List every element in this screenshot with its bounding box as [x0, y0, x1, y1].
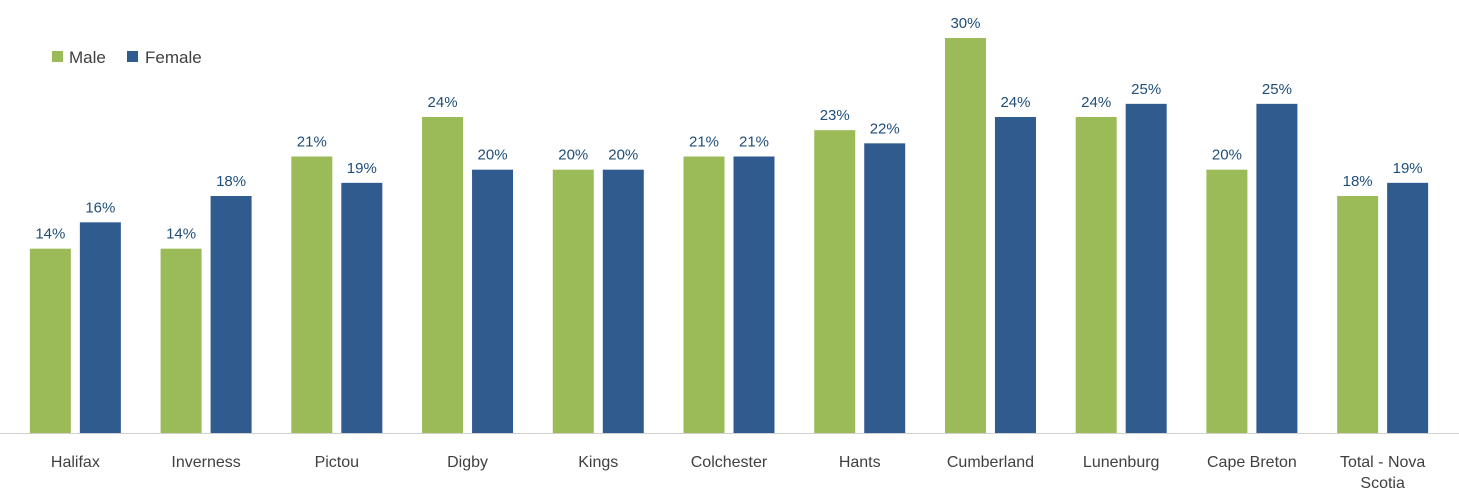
legend: Male Female	[52, 48, 202, 67]
bar-male-inverness	[160, 248, 202, 433]
value-label-male-inverness: 14%	[166, 226, 196, 243]
category-label-total-nova-scotia-line-1: Total - Nova	[1340, 454, 1425, 471]
legend-label-male: Male	[69, 48, 106, 67]
bar-male-colchester	[683, 156, 725, 433]
value-labels: 14% 16% 14% 18% 21% 19% 24% 20% 20% 20% 21% 21% 23% 2…	[35, 15, 1422, 243]
legend-label-female: Female	[145, 48, 202, 67]
value-label-male-cumberland: 30%	[950, 15, 980, 32]
bar-male-total-nova-scotia	[1337, 196, 1379, 433]
category-labels: Halifax Inverness Pictou Digby Kings Colchest…	[51, 454, 1426, 492]
bar-male-pictou	[291, 156, 333, 433]
value-label-male-halifax: 14%	[35, 226, 65, 243]
legend-swatch-female	[127, 51, 138, 62]
category-label-pictou: Pictou	[315, 454, 359, 471]
category-label-lunenburg: Lunenburg	[1083, 454, 1160, 471]
value-label-male-total-nova-scotia: 18%	[1343, 173, 1373, 190]
value-label-female-total-nova-scotia: 19%	[1393, 160, 1423, 177]
bar-male-cumberland	[944, 38, 986, 433]
bar-female-colchester	[733, 156, 775, 433]
value-label-female-colchester: 21%	[739, 134, 769, 151]
category-label-halifax: Halifax	[51, 454, 100, 471]
bar-female-hants	[864, 143, 906, 434]
bar-female-lunenburg	[1125, 103, 1167, 433]
legend-swatch-male	[52, 51, 63, 62]
value-label-female-hants: 22%	[870, 120, 900, 137]
value-label-female-cumberland: 24%	[1000, 94, 1030, 111]
value-label-male-pictou: 21%	[297, 134, 327, 151]
value-label-female-kings: 20%	[608, 147, 638, 164]
bar-female-pictou	[341, 182, 383, 433]
value-label-female-digby: 20%	[478, 147, 508, 164]
bar-male-halifax	[29, 248, 71, 433]
bar-female-halifax	[79, 222, 121, 433]
value-label-female-pictou: 19%	[347, 160, 377, 177]
value-label-female-halifax: 16%	[85, 199, 115, 216]
value-label-female-cape-breton: 25%	[1262, 81, 1292, 98]
value-label-male-colchester: 21%	[689, 134, 719, 151]
category-label-colchester: Colchester	[691, 454, 768, 471]
bar-male-digby	[422, 117, 464, 433]
bar-male-cape-breton	[1206, 169, 1248, 433]
category-label-kings: Kings	[578, 454, 618, 471]
bar-female-kings	[602, 169, 644, 433]
category-label-cape-breton: Cape Breton	[1207, 454, 1297, 471]
value-label-male-hants: 23%	[820, 107, 850, 124]
category-label-inverness: Inverness	[171, 454, 240, 471]
value-label-female-inverness: 18%	[216, 173, 246, 190]
value-label-male-kings: 20%	[558, 147, 588, 164]
category-label-cumberland: Cumberland	[947, 454, 1034, 471]
bar-male-kings	[552, 169, 594, 433]
value-label-male-cape-breton: 20%	[1212, 147, 1242, 164]
bar-female-cumberland	[994, 117, 1036, 433]
bar-female-total-nova-scotia	[1387, 182, 1429, 433]
bar-male-lunenburg	[1075, 117, 1117, 433]
bar-female-inverness	[210, 196, 252, 433]
bar-male-hants	[814, 130, 856, 433]
value-label-female-lunenburg: 25%	[1131, 81, 1161, 98]
category-label-digby: Digby	[447, 454, 488, 471]
bar-female-digby	[472, 169, 514, 433]
value-label-male-digby: 24%	[428, 94, 458, 111]
bars	[29, 38, 1429, 434]
value-label-male-lunenburg: 24%	[1081, 94, 1111, 111]
bar-female-cape-breton	[1256, 103, 1298, 433]
category-label-total-nova-scotia-line-2: Scotia	[1360, 475, 1405, 492]
category-label-hants: Hants	[839, 454, 881, 471]
